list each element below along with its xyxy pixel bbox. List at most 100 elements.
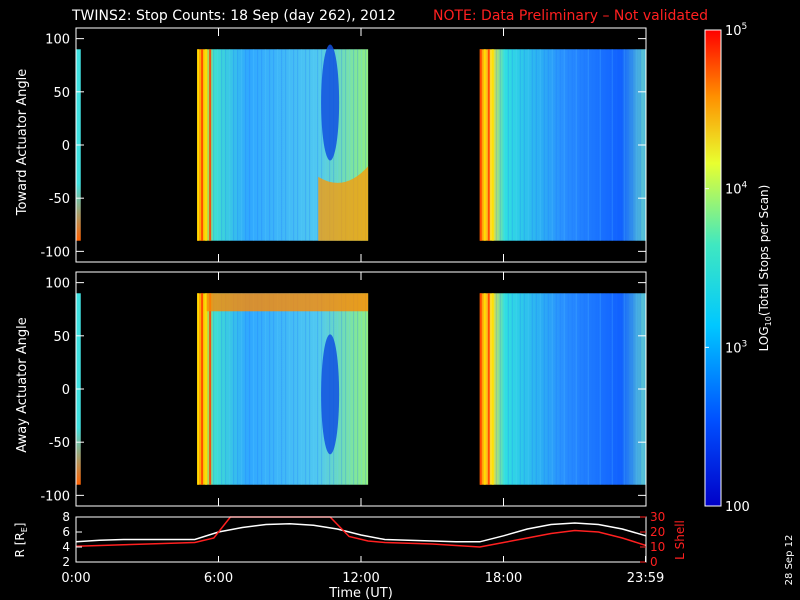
scan-stripe [571,293,573,485]
scan-stripe [225,49,227,241]
scan-stripe [341,49,343,241]
scan-stripe [551,293,553,485]
scan-stripe [257,49,259,241]
scan-stripe [221,293,223,485]
scan-stripe [365,293,367,485]
scan-stripe [495,49,497,241]
scan-stripe [607,49,609,241]
y-tick-label: 50 [53,86,70,101]
colorbar-tick-label: 105 [725,22,747,39]
chart-title: TWINS2: Stop Counts: 18 Sep (day 262), 2… [71,8,396,24]
scan-stripe [209,293,212,485]
scan-stripe [217,49,219,241]
scan-stripe [627,49,629,241]
y-tick-label: 100 [45,33,70,48]
scan-stripe [579,49,581,241]
scan-stripe [551,49,553,241]
scan-stripe [301,293,303,485]
scan-stripe [357,49,359,241]
scan-stripe [491,293,494,485]
away-ylabel: Away Actuator Angle [15,317,30,452]
away-panel: 100 50 0 -50 -100 [40,271,647,507]
scan-stripe [229,293,231,485]
scan-stripe [253,49,255,241]
scan-stripe [563,293,565,485]
scan-stripe [269,49,271,241]
toward-panel: 100 50 0 -50 -100 [40,27,647,263]
scan-stripe [241,49,243,241]
scan-stripe [365,49,367,241]
scan-stripe [543,293,545,485]
scan-stripe [229,49,231,241]
scan-stripe [273,49,275,241]
scan-stripe [563,49,565,241]
scan-stripe [345,293,347,485]
scan-stripe [349,293,351,485]
y-tick-label: 0 [62,139,70,154]
scan-stripe [305,49,307,241]
scan-stripe [249,293,251,485]
y-tick-label: -50 [49,436,70,451]
scan-stripe [265,49,267,241]
scan-stripe [619,49,621,241]
scan-stripe [337,49,339,241]
scan-stripe [555,293,557,485]
scan-stripe [503,293,505,485]
x-tick-label: 12:00 [342,571,379,586]
scan-stripe [595,49,597,241]
side-stamp: 28 Sep 12 [784,535,795,586]
scan-stripe [535,293,537,485]
scan-stripe [623,49,625,241]
scan-stripe [483,49,486,241]
scan-stripe [353,49,355,241]
y-tick-label-right: 0 [650,555,658,569]
scan-stripe [309,49,311,241]
colorbar: 105 104 103 100 LOG10(Total Stops per Scan) [704,22,773,515]
orbit-ylabel-left: R [RE] [13,523,29,558]
x-tick-label: 0:00 [61,571,90,586]
scan-stripe [503,49,505,241]
scan-stripe [289,293,291,485]
scan-stripe [595,293,597,485]
scan-stripe [293,293,295,485]
scan-stripe [531,49,533,241]
scan-stripe [213,293,215,485]
scan-stripe [587,49,589,241]
colorbar-tick-label: 103 [725,339,747,356]
scan-stripe [547,293,549,485]
scan-stripe [281,49,283,241]
scan-stripe [353,293,355,485]
scan-stripe [603,293,605,485]
scan-stripe [205,49,208,241]
scan-stripe [555,49,557,241]
scan-stripe [345,49,347,241]
scan-stripe [209,49,212,241]
scan-stripe [245,293,247,485]
scan-stripe [265,293,267,485]
scan-stripe [519,49,521,241]
scan-stripe [571,49,573,241]
scan-stripe [233,49,235,241]
lshell-line [75,516,647,548]
y-tick-label: 2 [62,555,70,569]
scan-stripe [575,49,577,241]
scan-stripe [635,49,637,241]
colorbar-tick-label: 104 [725,181,748,198]
x-tick-label: 6:00 [204,571,233,586]
scan-stripe [539,293,541,485]
scan-stripe [507,49,509,241]
scan-stripe [591,49,593,241]
scan-stripe [567,49,569,241]
scan-stripe [511,293,513,485]
scan-stripe [301,49,303,241]
scan-stripe [599,49,601,241]
toward-ylabel: Toward Actuator Angle [15,69,30,216]
scan-stripe [515,49,517,241]
scan-stripe [547,49,549,241]
y-tick-label: -100 [40,489,70,504]
y-tick-label: -50 [49,192,70,207]
scan-stripe [583,293,585,485]
scan-stripe [603,49,605,241]
scan-stripe [361,49,363,241]
scan-stripe [349,49,351,241]
